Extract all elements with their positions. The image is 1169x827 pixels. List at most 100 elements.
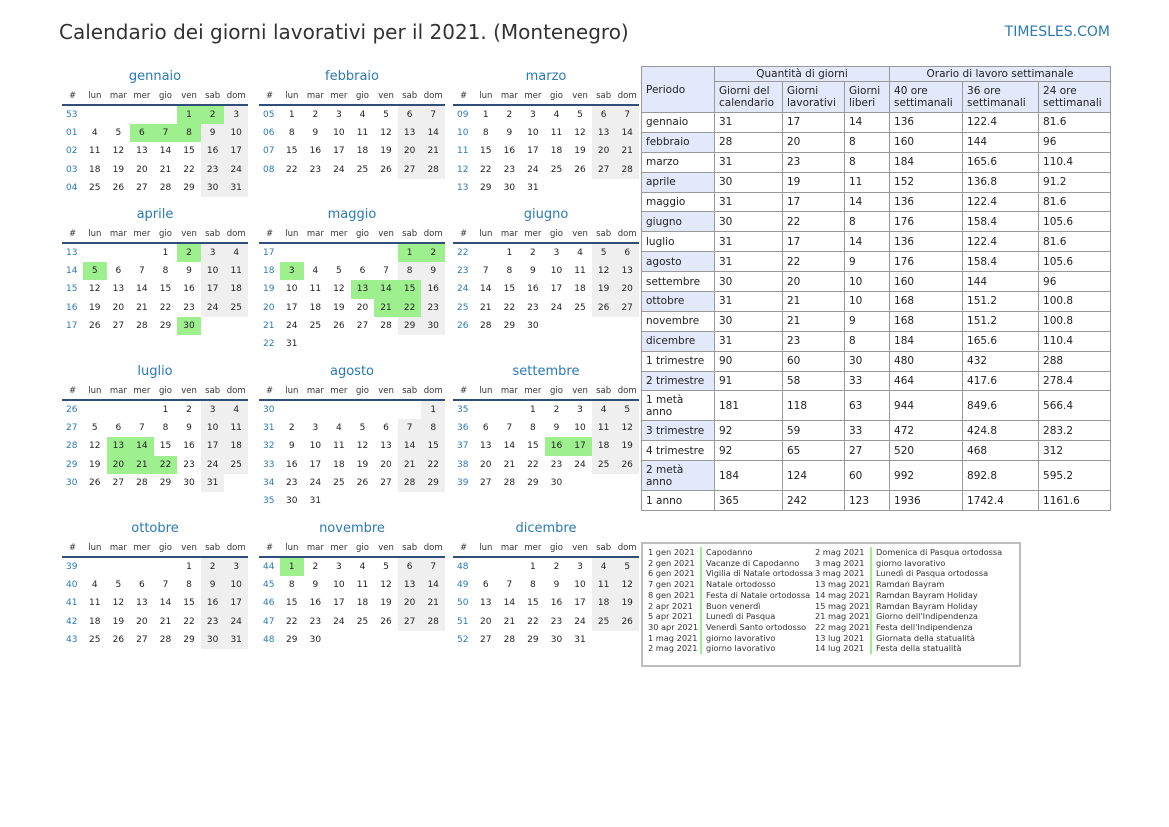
week-row: 16 19 20 21 22 23 24 25 — [62, 298, 248, 317]
day-cell: 9 — [530, 266, 536, 277]
weekday-header: ven — [374, 539, 398, 558]
weekday-header: gio — [544, 539, 569, 558]
empty-cell — [327, 631, 351, 649]
summary-value: 892.8 — [962, 460, 1040, 492]
holiday-date: 13 lug 2021 — [815, 632, 872, 644]
week-number: 48 — [263, 634, 275, 645]
summary-value: 152 — [889, 171, 964, 193]
summary-value: 14 — [843, 231, 891, 253]
weekday-header: ven — [374, 87, 398, 106]
month-name: giugno — [523, 207, 569, 222]
day-cell: 1 — [186, 562, 192, 573]
day-cell: 27 — [380, 477, 392, 488]
week-row: 29 19 20 21 22 23 24 25 — [62, 455, 248, 474]
day-cell: 28 — [397, 473, 422, 492]
weekday-header: ven — [568, 382, 592, 401]
day-cell: 30 — [177, 316, 201, 335]
day-cell: 26 — [591, 298, 616, 317]
week-number: 48 — [457, 562, 469, 573]
weekday-header: # — [259, 225, 280, 244]
week-number: 39 — [457, 477, 469, 488]
summary-row: 1 trimestre 90 60 30 480 432 288 — [641, 350, 1112, 372]
day-cell: 9 — [421, 262, 445, 281]
summary-value: 312 — [1038, 440, 1112, 462]
day-cell: 27 — [591, 160, 616, 179]
empty-cell — [83, 400, 107, 419]
day-cell: 16 — [309, 146, 322, 157]
weekday-header: sab — [200, 87, 225, 106]
summary-value: 31 — [714, 191, 783, 213]
day-cell: 24 — [309, 477, 322, 488]
summary-value: 10 — [843, 291, 891, 312]
month-name: maggio — [327, 207, 377, 222]
holiday-date: 3 mag 2021 — [815, 568, 872, 580]
day-cell: 15 — [480, 146, 492, 157]
day-cell: 24 — [574, 459, 586, 470]
weekday-header: dom — [224, 539, 248, 558]
week-number: 34 — [263, 477, 275, 488]
day-cell: 2 — [553, 562, 560, 573]
day-cell: 16 — [183, 284, 195, 295]
day-cell: 11 — [356, 580, 369, 591]
empty-cell — [351, 631, 375, 649]
day-cell: 20 — [397, 594, 422, 613]
summary-value: 100.8 — [1038, 291, 1112, 312]
day-cell: 9 — [288, 441, 295, 452]
summary-row: aprile 30 19 11 152 136.8 91.2 — [641, 171, 1112, 193]
day-cell: 28 — [159, 634, 172, 645]
day-cell: 1 — [280, 557, 304, 577]
weekday-header: sab — [200, 539, 225, 558]
day-cell: 19 — [380, 598, 392, 609]
day-cell: 15 — [183, 146, 195, 157]
day-cell: 7 — [383, 266, 389, 277]
empty-cell — [474, 400, 498, 419]
weekday-header: # — [62, 539, 83, 558]
day-cell: 10 — [224, 576, 248, 595]
week-number: 43 — [66, 634, 78, 645]
summary-value: 468 — [962, 440, 1040, 462]
day-cell: 28 — [421, 612, 445, 631]
day-cell: 25 — [224, 298, 248, 317]
weekday-header: dom — [615, 225, 639, 244]
week-row: 12 22 23 24 25 26 27 28 — [453, 160, 639, 179]
empty-cell — [224, 474, 248, 492]
empty-cell — [398, 400, 422, 419]
holiday-date: 2 apr 2021 — [648, 600, 702, 612]
summary-value: 8 — [843, 151, 891, 173]
day-cell: 27 — [136, 634, 148, 645]
summary-value: 144 — [962, 131, 1040, 153]
weekday-header: mar — [106, 225, 131, 244]
holiday-name: Giorno dell'Indipendenza — [876, 611, 978, 622]
week-row: 50 13 14 15 16 17 18 19 — [453, 594, 639, 613]
holiday-name: Lunedì di Pasqua ortodossa — [876, 568, 989, 579]
holiday-item: 2 gen 2021 Vacanze di Capodanno — [648, 557, 813, 569]
weekday-header: gio — [153, 382, 178, 401]
holiday-item: 30 apr 2021 Venerdì Santo ortodosso — [648, 621, 813, 633]
weekday-header: mer — [521, 539, 545, 558]
summary-period: giugno — [641, 211, 715, 233]
empty-cell — [351, 492, 375, 510]
weekday-header: # — [62, 87, 83, 106]
day-cell: 5 — [359, 423, 366, 434]
day-cell: 23 — [286, 477, 298, 488]
day-cell: 8 — [177, 124, 201, 143]
weekday-header: ven — [568, 87, 592, 106]
day-cell: 15 — [421, 437, 445, 456]
week-number: 35 — [263, 496, 275, 507]
summary-period: 3 trimestre — [641, 420, 715, 442]
day-cell: 22 — [527, 616, 539, 627]
empty-cell — [398, 335, 422, 353]
day-cell: 3 — [224, 557, 248, 577]
weekday-header: lun — [280, 382, 304, 401]
day-cell: 1 — [482, 110, 489, 121]
holidays-list-left: 1 gen 2021 Capodanno 2 gen 2021 Vacanze di … — [648, 547, 813, 655]
summary-row: 4 trimestre 92 65 27 520 468 312 — [641, 440, 1112, 462]
empty-cell — [474, 557, 498, 576]
day-cell: 13 — [615, 262, 639, 281]
empty-cell — [374, 335, 398, 353]
day-cell: 9 — [200, 576, 225, 595]
summary-row: giugno 30 22 8 176 158.4 105.6 — [641, 211, 1112, 233]
site-link[interactable]: TIMESLES.COM — [1004, 24, 1110, 40]
week-row: 53 1 2 3 — [62, 105, 248, 125]
day-cell: 9 — [186, 266, 192, 277]
